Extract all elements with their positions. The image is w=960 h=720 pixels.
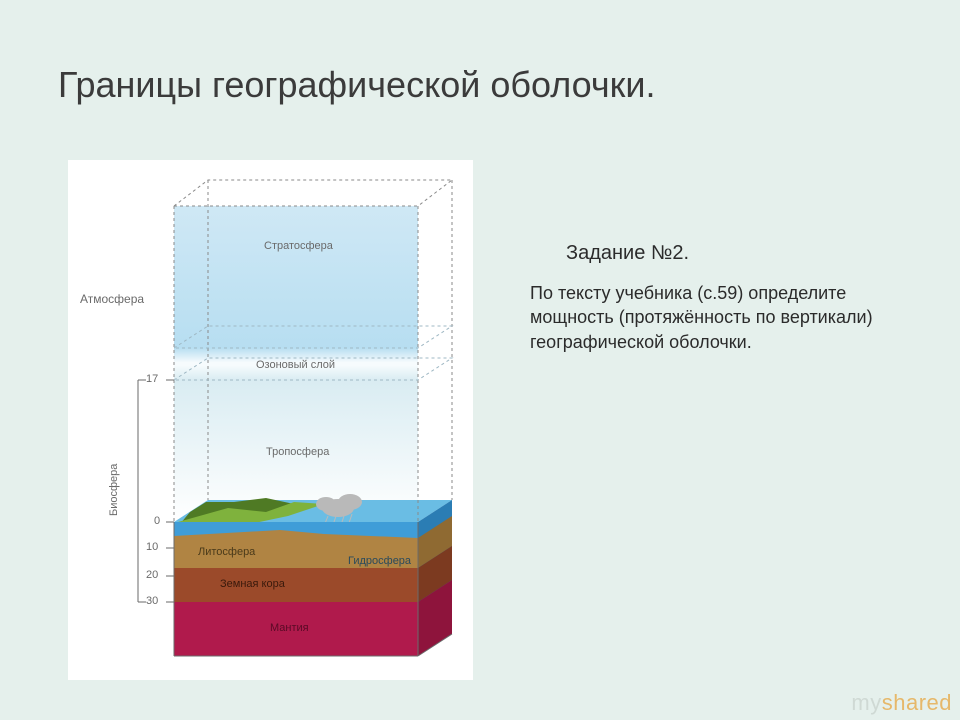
watermark-pre: my — [851, 690, 881, 715]
diagram-container: Стратосфера Озоновый слой Тропосфера Гид… — [68, 160, 473, 680]
earth-layers-diagram: Стратосфера Озоновый слой Тропосфера Гид… — [80, 172, 460, 668]
scale-17: 17 — [146, 373, 158, 385]
task-heading: Задание №2. — [566, 240, 900, 267]
label-crust: Земная кора — [220, 578, 285, 590]
task-block: Задание №2. По тексту учебника (с.59) оп… — [530, 240, 900, 354]
label-biosphere: Биосфера — [108, 464, 120, 516]
scale-20: 20 — [146, 569, 158, 581]
label-ozone: Озоновый слой — [256, 359, 335, 371]
scale-30: 30 — [146, 595, 158, 607]
watermark: myshared — [851, 690, 952, 716]
label-mantle: Мантия — [270, 622, 309, 634]
scale-0: 0 — [154, 515, 160, 527]
label-hydrosphere: Гидросфера — [348, 555, 411, 567]
page-title: Границы географической оболочки. — [58, 64, 655, 106]
watermark-accent: shared — [882, 690, 952, 715]
label-troposphere: Тропосфера — [266, 446, 329, 458]
scale-10: 10 — [146, 541, 158, 553]
label-stratosphere: Стратосфера — [264, 240, 333, 252]
label-atmosphere: Атмосфера — [80, 292, 144, 306]
task-body: По тексту учебника (с.59) определите мощ… — [530, 281, 900, 354]
label-lithosphere: Литосфера — [198, 546, 255, 558]
